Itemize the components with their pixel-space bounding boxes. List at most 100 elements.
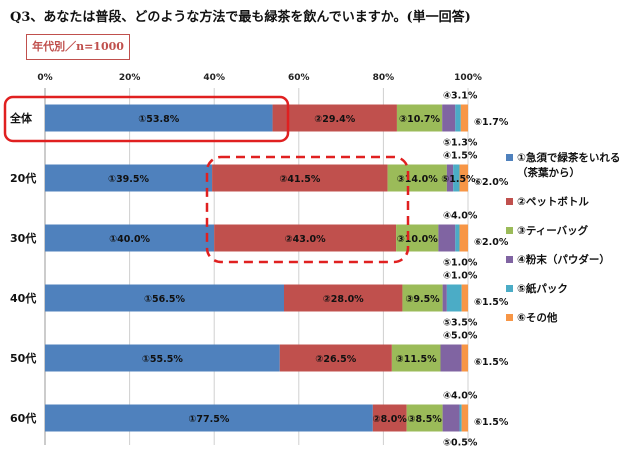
data-label: ②43.0% xyxy=(285,234,326,245)
data-label: ①56.5% xyxy=(144,294,185,305)
data-label: ④1.5% xyxy=(443,151,478,162)
x-tick-label: 0% xyxy=(37,73,52,83)
bar-segment xyxy=(459,164,468,192)
legend-label: ①急須で緑茶をいれる（茶葉から） xyxy=(517,152,621,179)
bar-segment xyxy=(461,344,468,372)
x-tick-label: 80% xyxy=(373,73,395,83)
data-label: ⑤1.3% xyxy=(443,138,478,149)
category-label: 全体 xyxy=(9,111,33,125)
bar-segment xyxy=(459,224,468,252)
bar-segment xyxy=(45,164,213,192)
highlight-box-overall xyxy=(3,95,290,143)
bar-segment xyxy=(442,104,456,132)
bar-segment xyxy=(406,404,443,432)
bar-segment xyxy=(279,344,392,372)
data-label: ⑥1.7% xyxy=(474,117,509,128)
bar-segment xyxy=(45,404,373,432)
data-label: ④5.0% xyxy=(443,331,478,342)
sample-size-label: 年代別／n=1000 xyxy=(26,34,130,60)
bar-segment xyxy=(438,224,456,252)
data-label: ③11.5% xyxy=(396,354,437,365)
x-tick-label: 20% xyxy=(119,73,141,83)
bar-segment xyxy=(45,104,273,132)
bar-segment xyxy=(461,284,468,312)
bar-segment xyxy=(455,224,460,252)
legend-item: ④粉末（パウダー） xyxy=(506,252,629,267)
bar-segment xyxy=(442,404,460,432)
legend-label: ⑤紙パック xyxy=(517,283,568,295)
data-label: ②28.0% xyxy=(323,294,364,305)
bar-segment xyxy=(272,104,397,132)
bar-segment xyxy=(446,284,462,312)
legend-item: ③ティーバッグ xyxy=(506,223,629,238)
bar-segment xyxy=(45,344,280,372)
data-label: ①55.5% xyxy=(142,354,183,365)
bar-segment xyxy=(45,224,215,252)
legend-item: ②ペットボトル xyxy=(506,194,629,209)
chart-title: Q3、あなたは普段、どのような方法で最も緑茶を飲んでいますか。(単一回答) xyxy=(10,10,471,25)
legend-swatch xyxy=(506,256,513,263)
bar-segment xyxy=(461,404,468,432)
x-tick-label: 100% xyxy=(454,73,482,83)
bar-segment xyxy=(45,284,284,312)
legend-label: ②ペットボトル xyxy=(517,196,589,208)
bar-segment xyxy=(460,104,468,132)
bar-segment xyxy=(402,284,443,312)
data-label: ④1.0% xyxy=(443,271,478,282)
data-label: ③10.0% xyxy=(397,234,438,245)
category-label: 20代 xyxy=(10,171,36,185)
data-label: ②26.5% xyxy=(315,354,356,365)
highlight-box-20s-30s xyxy=(205,155,410,264)
data-label: ④4.0% xyxy=(443,211,478,222)
bar-segment xyxy=(387,164,447,192)
data-label: ④3.1% xyxy=(443,91,478,102)
legend: ①急須で緑茶をいれる（茶葉から） ②ペットボトル ③ティーバッグ ④粉末（パウダー） ⑤… xyxy=(506,150,629,339)
bar-segment xyxy=(391,344,441,372)
data-label: ⑥2.0% xyxy=(474,177,509,188)
bar-segment xyxy=(212,164,388,192)
data-label: ⑤1.5% xyxy=(441,174,476,185)
data-label: ②29.4% xyxy=(314,114,355,125)
bar-segment xyxy=(372,404,407,432)
bar-segment xyxy=(283,284,403,312)
data-label: ①40.0% xyxy=(109,234,150,245)
legend-label: ④粉末（パウダー） xyxy=(517,254,610,266)
data-label: ①77.5% xyxy=(188,414,229,425)
category-label: 40代 xyxy=(10,291,36,305)
legend-item: ⑤紙パック xyxy=(506,281,629,296)
data-label: ③14.0% xyxy=(397,174,438,185)
bar-segment xyxy=(440,344,462,372)
category-label: 50代 xyxy=(10,351,36,365)
bar-segment xyxy=(214,224,397,252)
data-label: ⑥1.5% xyxy=(474,417,509,428)
x-tick-label: 60% xyxy=(288,73,310,83)
legend-item: ⑥その他 xyxy=(506,310,629,325)
legend-label: ⑥その他 xyxy=(517,312,558,324)
data-label: ③9.5% xyxy=(405,294,440,305)
data-label: ④4.0% xyxy=(443,391,478,402)
legend-swatch xyxy=(506,314,513,321)
bar-segment xyxy=(442,284,447,312)
legend-swatch xyxy=(506,285,513,292)
bar-segment xyxy=(459,404,462,432)
data-label: ⑤3.5% xyxy=(443,318,478,329)
data-label: ⑤0.5% xyxy=(443,438,478,449)
bar-segment xyxy=(396,224,439,252)
legend-swatch xyxy=(506,154,513,161)
category-label: 30代 xyxy=(10,231,36,245)
data-label: ②8.0% xyxy=(373,414,408,425)
bar-segment xyxy=(446,164,454,192)
legend-item: ①急須で緑茶をいれる（茶葉から） xyxy=(506,150,629,180)
data-label: ①39.5% xyxy=(108,174,149,185)
data-label: ⑥2.0% xyxy=(474,237,509,248)
bar-segment xyxy=(455,104,461,132)
category-label: 60代 xyxy=(10,411,36,425)
data-label: ③10.7% xyxy=(399,114,440,125)
legend-swatch xyxy=(506,198,513,205)
data-label: ③8.5% xyxy=(407,414,442,425)
data-label: ②41.5% xyxy=(279,174,320,185)
bar-segment xyxy=(453,164,460,192)
legend-label: ③ティーバッグ xyxy=(517,225,589,237)
